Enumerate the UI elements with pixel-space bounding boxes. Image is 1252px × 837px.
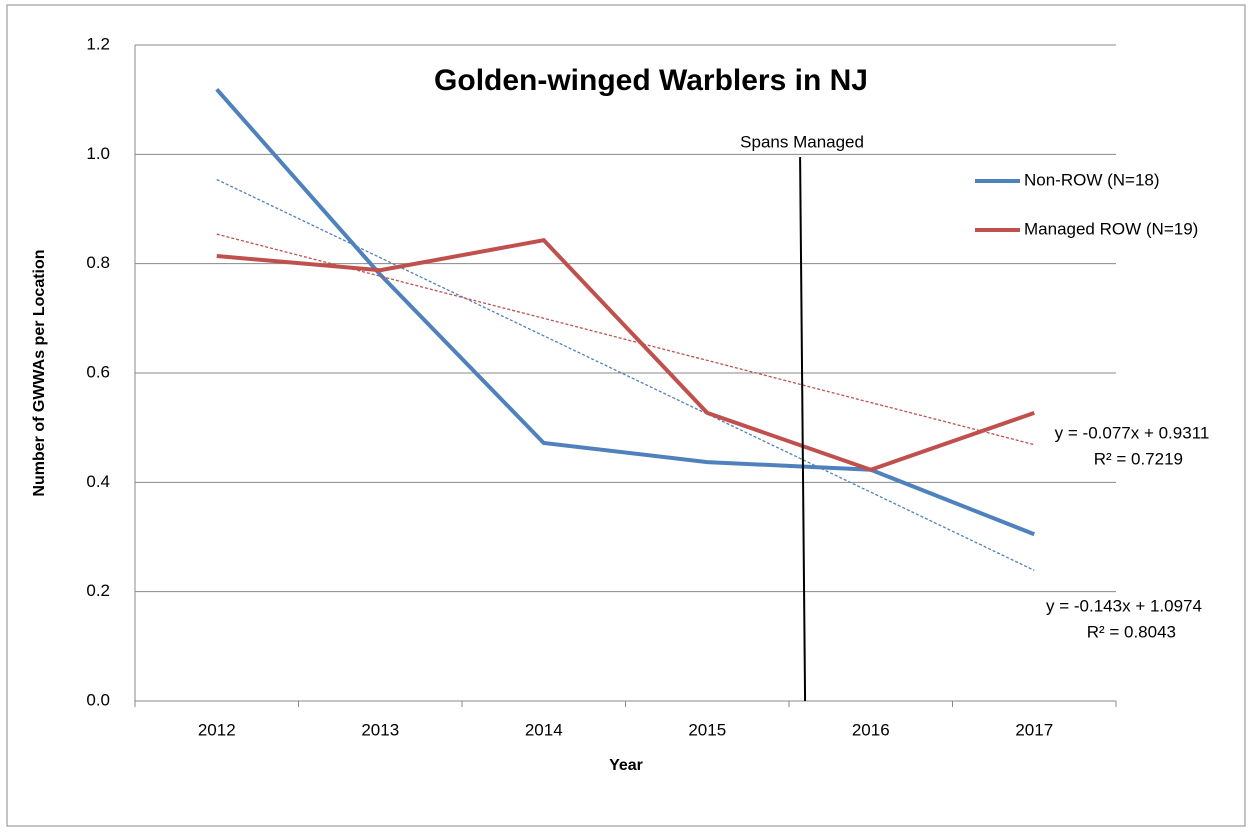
- legend-label: Non-ROW (N=18): [1024, 170, 1160, 189]
- y-tick-label: 0.2: [86, 581, 110, 600]
- y-tick-label: 0.0: [86, 690, 110, 709]
- y-tick-label: 1.0: [86, 144, 110, 163]
- marker-label: Spans Managed: [740, 133, 864, 152]
- trend-equation: y = -0.143x + 1.0974: [1046, 596, 1202, 615]
- y-tick-label: 0.8: [86, 253, 110, 272]
- y-tick-label: 0.6: [86, 362, 110, 381]
- x-tick-label: 2013: [361, 720, 399, 739]
- trend-line: [216, 178, 1035, 571]
- series-line: [215, 87, 1035, 537]
- chart-title: Golden-winged Warblers in NJ: [434, 64, 868, 97]
- marker-line: [799, 157, 807, 702]
- x-tick-label: 2016: [852, 720, 890, 739]
- y-tick-label: 1.2: [86, 34, 110, 53]
- trend-line: [216, 233, 1035, 446]
- chart-frame: [6, 4, 1246, 827]
- y-tick-label: 0.4: [86, 472, 110, 491]
- trend-r2: R² = 0.8043: [1087, 622, 1176, 641]
- x-tick-label: 2014: [525, 720, 563, 739]
- trend-r2: R² = 0.7219: [1094, 449, 1183, 468]
- series-line: [216, 237, 1035, 472]
- x-axis-label: Year: [609, 757, 643, 774]
- x-tick-label: 2015: [688, 720, 726, 739]
- y-axis-label: Number of GWWAs per Location: [31, 249, 48, 496]
- legend-label: Managed ROW (N=19): [1024, 219, 1198, 238]
- x-tick-label: 2012: [198, 720, 236, 739]
- trend-equation: y = -0.077x + 0.9311: [1055, 423, 1210, 442]
- x-tick-label: 2017: [1015, 720, 1053, 739]
